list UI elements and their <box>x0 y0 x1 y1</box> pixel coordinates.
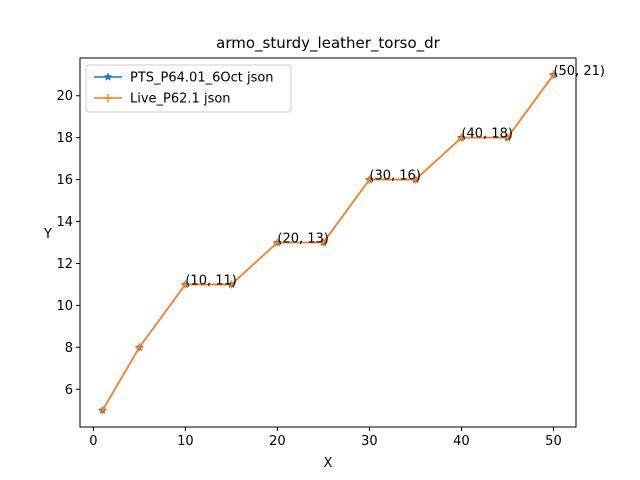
data-point <box>181 280 190 289</box>
data-point <box>98 406 107 415</box>
data-point <box>227 280 236 289</box>
data-point <box>273 238 282 247</box>
data-point <box>135 343 144 352</box>
point-annotation: (30, 16) <box>369 169 421 184</box>
data-series <box>98 70 558 415</box>
legend-marker <box>104 94 112 102</box>
series-2 <box>98 70 558 415</box>
legend-marker <box>103 72 113 81</box>
data-point <box>549 70 558 79</box>
data-point <box>457 133 466 142</box>
x-axis-label: X <box>324 456 333 471</box>
legend: PTS_P64.01_6Oct json Live_P62.1 json <box>85 64 292 113</box>
point-annotation: (40, 18) <box>461 127 512 142</box>
chart-title: armo_sturdy_leather_torso_dr <box>216 34 441 53</box>
y-tick-label: 10 <box>56 299 73 314</box>
legend-box <box>85 64 292 113</box>
y-tick-label: 12 <box>56 257 73 272</box>
y-axis-label: Y <box>43 227 52 242</box>
y-tick-label: 14 <box>56 215 73 230</box>
x-tick-label: 0 <box>89 434 97 449</box>
legend-entry: Live_P62.1 json <box>130 92 231 107</box>
x-tick-label: 10 <box>177 434 194 449</box>
y-tick-label: 20 <box>56 89 73 104</box>
data-point <box>365 175 374 184</box>
data-point <box>503 133 512 142</box>
point-annotation: (20, 13) <box>277 232 329 247</box>
point-annotation: (50, 21) <box>553 64 605 79</box>
y-tick-label: 6 <box>65 383 73 398</box>
y-tick-label: 16 <box>56 173 73 188</box>
x-tick-label: 20 <box>269 434 286 449</box>
x-tick-label: 40 <box>453 434 470 449</box>
x-tick-label: 30 <box>361 434 378 449</box>
data-point <box>411 175 420 184</box>
axis-ticks: 0 10 20 30 40 50 6 8 10 12 14 16 18 20 <box>56 89 561 449</box>
point-annotations: (10, 11) (20, 13) (30, 16) (40, 18) (50, 21) <box>185 64 605 289</box>
data-point <box>319 238 328 247</box>
point-annotation: (10, 11) <box>185 273 237 288</box>
legend-entry: PTS_P64.01_6Oct json <box>130 71 274 86</box>
plot-frame <box>79 57 577 428</box>
y-tick-label: 18 <box>56 131 73 146</box>
y-tick-label: 8 <box>65 341 73 356</box>
x-tick-label: 50 <box>545 434 562 449</box>
